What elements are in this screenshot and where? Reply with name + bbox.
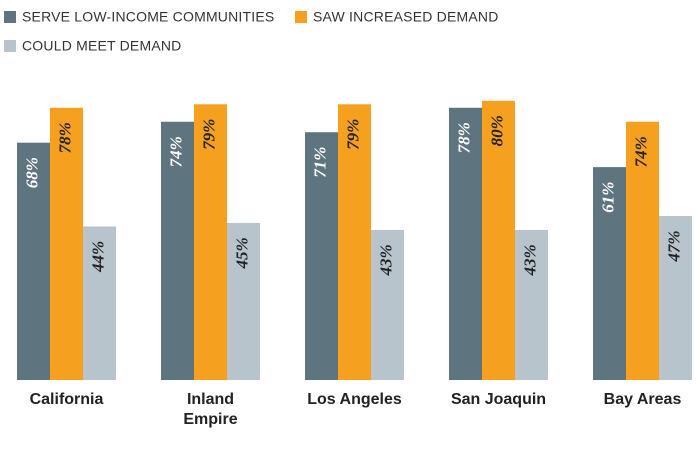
bar — [194, 104, 227, 380]
value-label: 61% — [598, 182, 617, 213]
value-label: 47% — [664, 230, 683, 262]
legend-swatch — [4, 40, 16, 52]
bar — [83, 226, 116, 380]
value-label: 43% — [520, 244, 539, 276]
bar — [17, 142, 50, 380]
bar — [161, 121, 194, 381]
bar — [449, 107, 482, 380]
bar — [515, 229, 548, 380]
value-label: 44% — [88, 241, 107, 273]
value-label: 43% — [376, 244, 395, 276]
value-label: 78% — [454, 122, 473, 153]
x-tick-label: Inland Empire — [183, 391, 238, 428]
bar — [338, 104, 371, 380]
legend-label: COULD MEET DEMAND — [22, 38, 182, 54]
value-label: 68% — [22, 157, 41, 188]
bar — [626, 121, 659, 381]
bar — [227, 222, 260, 380]
value-label: 74% — [631, 136, 650, 167]
bar — [305, 132, 338, 380]
value-label: 79% — [343, 119, 362, 150]
legend-swatch — [295, 11, 307, 23]
legend-label: SERVE LOW-INCOME COMMUNITIES — [22, 9, 274, 25]
value-label: 45% — [232, 237, 251, 269]
value-label: 79% — [199, 119, 218, 150]
value-label: 80% — [487, 115, 506, 146]
bar — [50, 107, 83, 380]
value-label: 74% — [166, 136, 185, 167]
bar — [371, 229, 404, 380]
bar — [482, 100, 515, 381]
value-label: 71% — [310, 147, 329, 178]
bar — [593, 167, 626, 380]
legend-label: SAW INCREASED DEMAND — [313, 9, 499, 25]
value-label: 78% — [55, 122, 74, 153]
x-tick-label: Bay Areas — [603, 391, 682, 408]
legend-swatch — [4, 11, 16, 23]
x-tick-label: Los Angeles — [307, 391, 402, 408]
x-tick-label: California — [29, 391, 104, 408]
bar — [659, 215, 692, 380]
x-tick-label: San Joaquin — [450, 391, 547, 408]
